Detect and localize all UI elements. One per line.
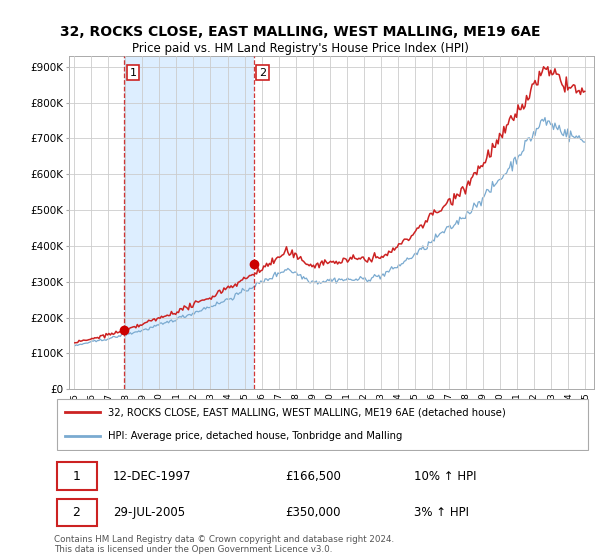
Text: £350,000: £350,000 — [285, 506, 340, 519]
FancyBboxPatch shape — [56, 399, 589, 450]
FancyBboxPatch shape — [56, 499, 97, 526]
Text: £166,500: £166,500 — [285, 469, 341, 483]
Text: 12-DEC-1997: 12-DEC-1997 — [113, 469, 191, 483]
FancyBboxPatch shape — [56, 463, 97, 489]
Text: Contains HM Land Registry data © Crown copyright and database right 2024.
This d: Contains HM Land Registry data © Crown c… — [54, 535, 394, 554]
Text: 2: 2 — [73, 506, 80, 519]
Text: Price paid vs. HM Land Registry's House Price Index (HPI): Price paid vs. HM Land Registry's House … — [131, 42, 469, 55]
Text: 32, ROCKS CLOSE, EAST MALLING, WEST MALLING, ME19 6AE (detached house): 32, ROCKS CLOSE, EAST MALLING, WEST MALL… — [108, 408, 505, 418]
Text: 10% ↑ HPI: 10% ↑ HPI — [414, 469, 476, 483]
Text: 1: 1 — [130, 68, 137, 78]
Text: 1: 1 — [73, 469, 80, 483]
Text: 2: 2 — [259, 68, 266, 78]
Bar — [124, 56, 254, 389]
Text: 29-JUL-2005: 29-JUL-2005 — [113, 506, 185, 519]
Text: HPI: Average price, detached house, Tonbridge and Malling: HPI: Average price, detached house, Tonb… — [108, 431, 402, 441]
Text: 32, ROCKS CLOSE, EAST MALLING, WEST MALLING, ME19 6AE: 32, ROCKS CLOSE, EAST MALLING, WEST MALL… — [60, 25, 540, 39]
Text: 3% ↑ HPI: 3% ↑ HPI — [414, 506, 469, 519]
